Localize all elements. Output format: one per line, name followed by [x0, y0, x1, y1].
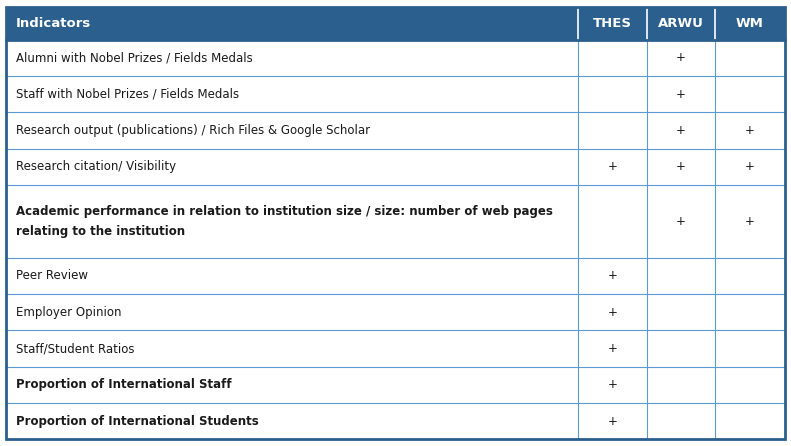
Text: WM: WM [736, 17, 764, 30]
Text: Employer Opinion: Employer Opinion [16, 306, 121, 319]
Text: +: + [607, 306, 618, 319]
Text: +: + [676, 88, 686, 101]
Text: +: + [745, 124, 755, 137]
Text: Proportion of International Staff: Proportion of International Staff [16, 378, 232, 391]
Text: +: + [676, 215, 686, 228]
Text: +: + [676, 161, 686, 173]
Text: Research citation/ Visibility: Research citation/ Visibility [16, 161, 176, 173]
Text: +: + [607, 269, 618, 282]
Bar [6, 7, 785, 40]
Text: Staff with Nobel Prizes / Fields Medals: Staff with Nobel Prizes / Fields Medals [16, 88, 239, 101]
Text: Peer Review: Peer Review [16, 269, 88, 282]
Bar [6, 40, 785, 439]
Text: Staff/Student Ratios: Staff/Student Ratios [16, 342, 134, 355]
Text: Indicators: Indicators [16, 17, 91, 30]
Text: relating to the institution: relating to the institution [16, 225, 185, 238]
Text: +: + [607, 342, 618, 355]
Text: +: + [607, 415, 618, 428]
Text: +: + [676, 124, 686, 137]
Text: Research output (publications) / Rich Files & Google Scholar: Research output (publications) / Rich Fi… [16, 124, 370, 137]
Text: +: + [745, 161, 755, 173]
Text: ARWU: ARWU [658, 17, 704, 30]
Text: Academic performance in relation to institution size / size: number of web pages: Academic performance in relation to inst… [16, 205, 553, 218]
Text: +: + [607, 378, 618, 391]
Text: Alumni with Nobel Prizes / Fields Medals: Alumni with Nobel Prizes / Fields Medals [16, 51, 252, 65]
Text: THES: THES [593, 17, 632, 30]
Text: +: + [745, 215, 755, 228]
Text: +: + [676, 51, 686, 65]
Text: +: + [607, 161, 618, 173]
Text: Proportion of International Students: Proportion of International Students [16, 415, 259, 428]
